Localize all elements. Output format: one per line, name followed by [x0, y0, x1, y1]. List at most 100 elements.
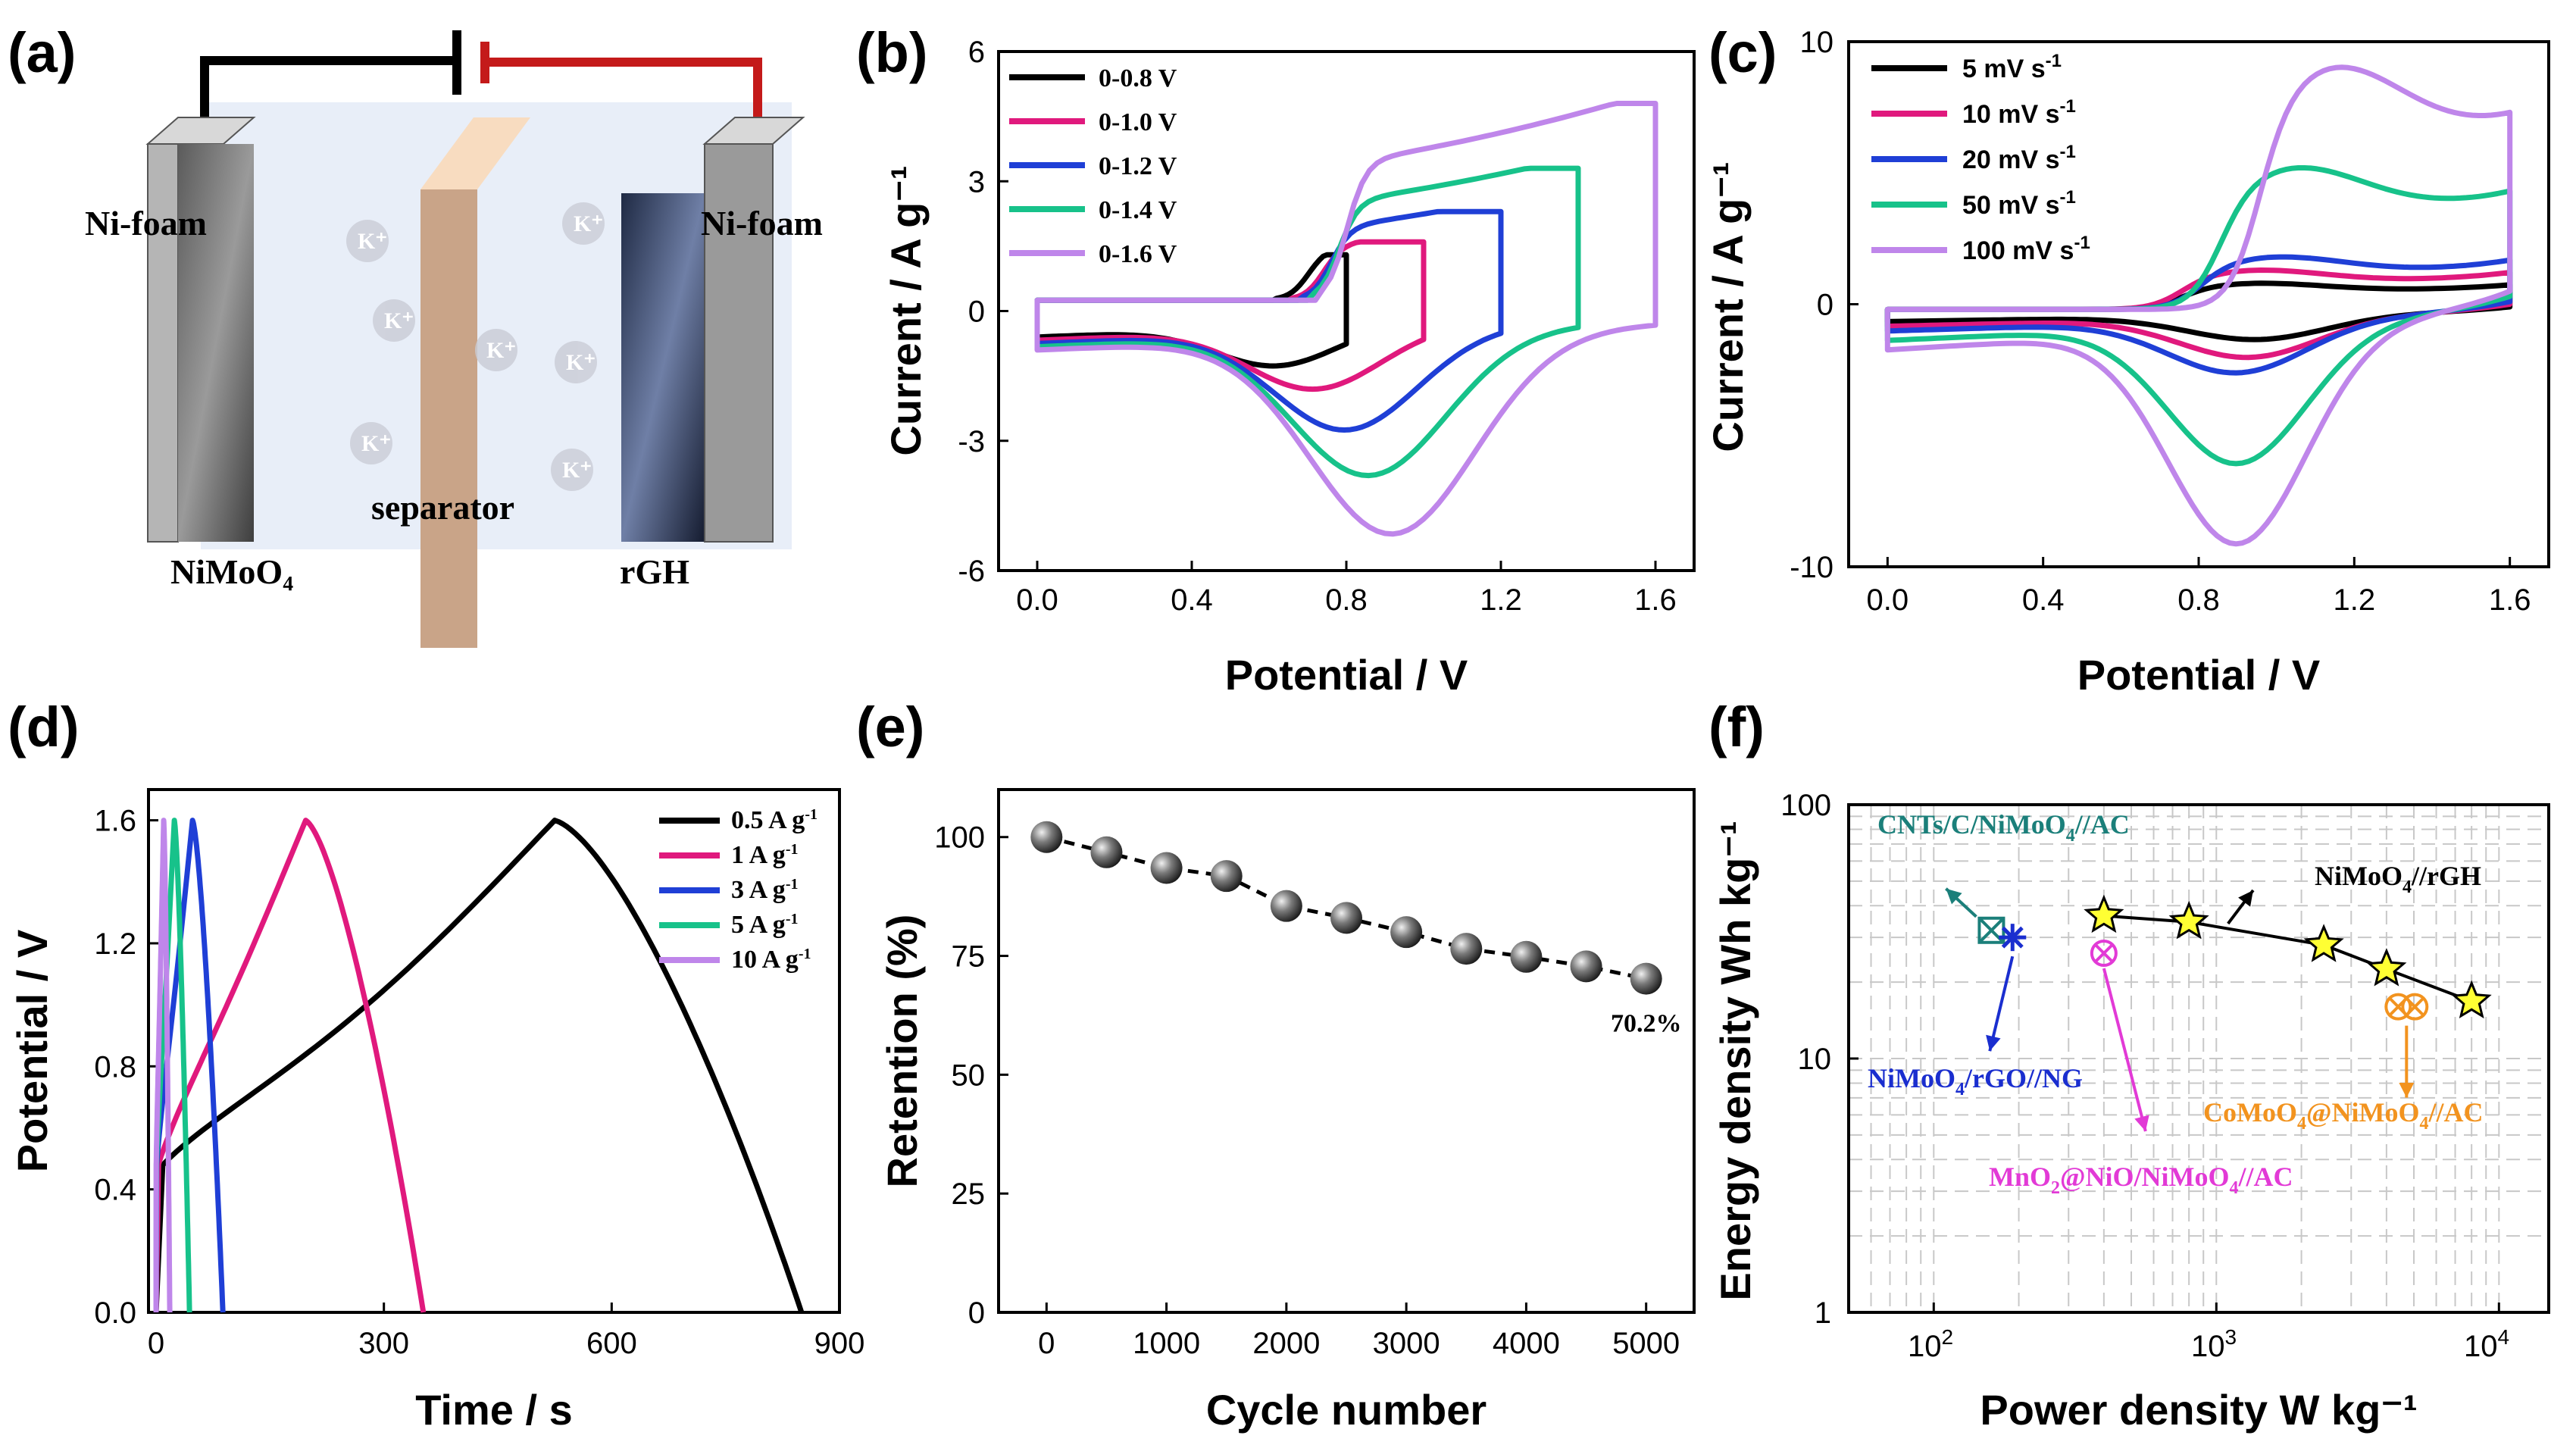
ref-label-mno2: MnO2@NiO/NiMoO4//AC — [1989, 1162, 2293, 1198]
y-axis-title: Potential / V — [8, 930, 56, 1173]
x-tick-label: 104 — [2464, 1325, 2509, 1363]
legend-label: 10 mV s-1 — [1962, 96, 2076, 129]
tick-base: 10 — [2191, 1330, 2225, 1363]
y-tick-label: 75 — [952, 940, 986, 974]
data-point — [1510, 940, 1543, 973]
x-tick-label: 5000 — [1612, 1327, 1680, 1360]
y-tick-label: 1.2 — [94, 927, 136, 961]
x-tick-label: 0 — [148, 1327, 164, 1360]
y-tick-label: -3 — [958, 425, 985, 458]
legend-label: 0-1.2 V — [1099, 152, 1177, 180]
potassium-ions — [346, 202, 605, 491]
legend-label: 20 mV s-1 — [1962, 142, 2076, 174]
y-tick-label: 1.6 — [94, 805, 136, 838]
retention-annotation: 70.2% — [1611, 1010, 1682, 1038]
y-tick-label: 6 — [968, 36, 985, 69]
this-work-line — [2103, 914, 2472, 1003]
legend-superscript: -1 — [786, 841, 799, 858]
panel-a: (a) K⁺ K⁺ K⁺ K⁺ — [8, 21, 823, 648]
series-group — [1884, 64, 2513, 547]
legend: 0.5 A g-1 1 A g-1 3 A g-1 5 A g-1 10 A g-1 — [659, 806, 818, 974]
gcd-curve — [153, 818, 192, 1313]
x-tick-label: 0.4 — [1171, 583, 1213, 617]
ref-arrow-head — [2134, 1115, 2149, 1131]
legend-superscript: -1 — [2074, 233, 2090, 253]
x-tick-label: 0.8 — [2177, 583, 2220, 617]
x-tick-label: 2000 — [1252, 1327, 1320, 1360]
panel-label-e: (e) — [856, 696, 924, 758]
ref-arrow — [1988, 955, 2015, 1052]
y-tick-label: 50 — [952, 1059, 986, 1092]
data-point — [1090, 836, 1123, 868]
y-tick-label: 100 — [1780, 789, 1831, 822]
axis-ticks: 0 300 600 900 0.0 0.4 0.8 1.2 1.6 — [94, 805, 864, 1360]
ion-label: K⁺ — [486, 338, 516, 363]
panel-label-c: (c) — [1708, 21, 1777, 84]
x-tick-label: 103 — [2191, 1325, 2237, 1363]
ref-marker — [2001, 926, 2024, 949]
y-tick-label: 0.4 — [94, 1174, 136, 1207]
x-tick-label: 1000 — [1133, 1327, 1200, 1360]
tick-exponent: 3 — [2224, 1325, 2237, 1349]
tick-base: 10 — [2464, 1330, 2498, 1363]
y-tick-label: 0 — [968, 1296, 985, 1330]
x-tick-label: 3000 — [1373, 1327, 1440, 1360]
cv-curve — [1884, 254, 2513, 376]
series-group — [1945, 887, 2492, 1132]
ni-foam-right-label: Ni-foam — [701, 204, 823, 242]
ion — [346, 220, 389, 262]
legend-superscript: -1 — [2060, 96, 2076, 117]
ni-foam-left-label: Ni-foam — [85, 204, 207, 242]
data-point — [1030, 821, 1063, 853]
panel-label-d: (d) — [8, 696, 80, 758]
data-point — [1210, 860, 1243, 893]
y-tick-label: 1 — [1815, 1296, 1831, 1330]
x-tick-label: 600 — [586, 1327, 637, 1360]
panel-label-a: (a) — [8, 21, 76, 84]
separator-top — [420, 117, 530, 189]
x-tick-label: 102 — [1908, 1325, 1953, 1363]
data-point — [1570, 950, 1602, 983]
panel-label-b: (b) — [856, 21, 928, 84]
legend-label: 1 A g-1 — [731, 841, 798, 869]
panel-b: (b) Potential / V Current / A g⁻¹ 0.0 0.4… — [856, 21, 1696, 699]
svg-text:104: 104 — [2464, 1325, 2509, 1363]
this-work-arrow-head — [2238, 890, 2253, 907]
panel-d: (d) Time / s Potential / V 0 300 600 900 0.0… — [8, 696, 864, 1434]
ref-marker — [2401, 993, 2429, 1021]
y-tick-label: 0.0 — [94, 1296, 136, 1330]
legend: 5 mV s-1 10 mV s-1 20 mV s-1 50 mV s-1 100 m… — [1871, 51, 2090, 265]
x-tick-label: 0.4 — [2022, 583, 2065, 617]
ion-label: K⁺ — [562, 458, 592, 483]
x-tick-label: 4000 — [1493, 1327, 1560, 1360]
data-point — [1390, 916, 1423, 949]
y-tick-label: -6 — [958, 555, 985, 588]
legend-label: 10 A g-1 — [731, 946, 811, 974]
legend-superscript: -1 — [2060, 187, 2076, 208]
legend-label: 5 mV s-1 — [1962, 51, 2062, 83]
y-axis-title: Current / A g⁻¹ — [1704, 161, 1752, 452]
this-work-star — [2084, 894, 2124, 934]
legend-label: 5 A g-1 — [731, 911, 798, 939]
x-tick-label: 1.2 — [1480, 583, 1522, 617]
legend-label: 3 A g-1 — [731, 876, 798, 904]
data-point — [1630, 962, 1662, 995]
x-axis-title: Power density W kg⁻¹ — [1980, 1386, 2417, 1434]
x-axis-title: Potential / V — [1225, 651, 1468, 699]
y-tick-label: 0 — [968, 296, 985, 329]
legend-label: 0-1.6 V — [1099, 240, 1177, 268]
axis-ticks: 100 10 1 102 103 104 — [1780, 789, 2509, 1363]
x-tick-label: 900 — [814, 1327, 865, 1360]
y-axis-title: Current / A g⁻¹ — [882, 165, 930, 455]
separator-label: separator — [371, 488, 514, 527]
ion — [551, 449, 593, 491]
ion — [562, 202, 605, 245]
panel-c: (c) Potential / V Current / A g⁻¹ 0.0 0.4… — [1704, 21, 2550, 699]
legend-superscript: -1 — [2046, 51, 2062, 71]
ion — [350, 422, 392, 464]
plot-frame — [147, 788, 841, 1314]
ref-label-rgo: NiMoO4/rGO//NG — [1868, 1063, 2083, 1099]
x-tick-label: 1.2 — [2334, 583, 2376, 617]
x-axis-title: Time / s — [415, 1386, 573, 1434]
